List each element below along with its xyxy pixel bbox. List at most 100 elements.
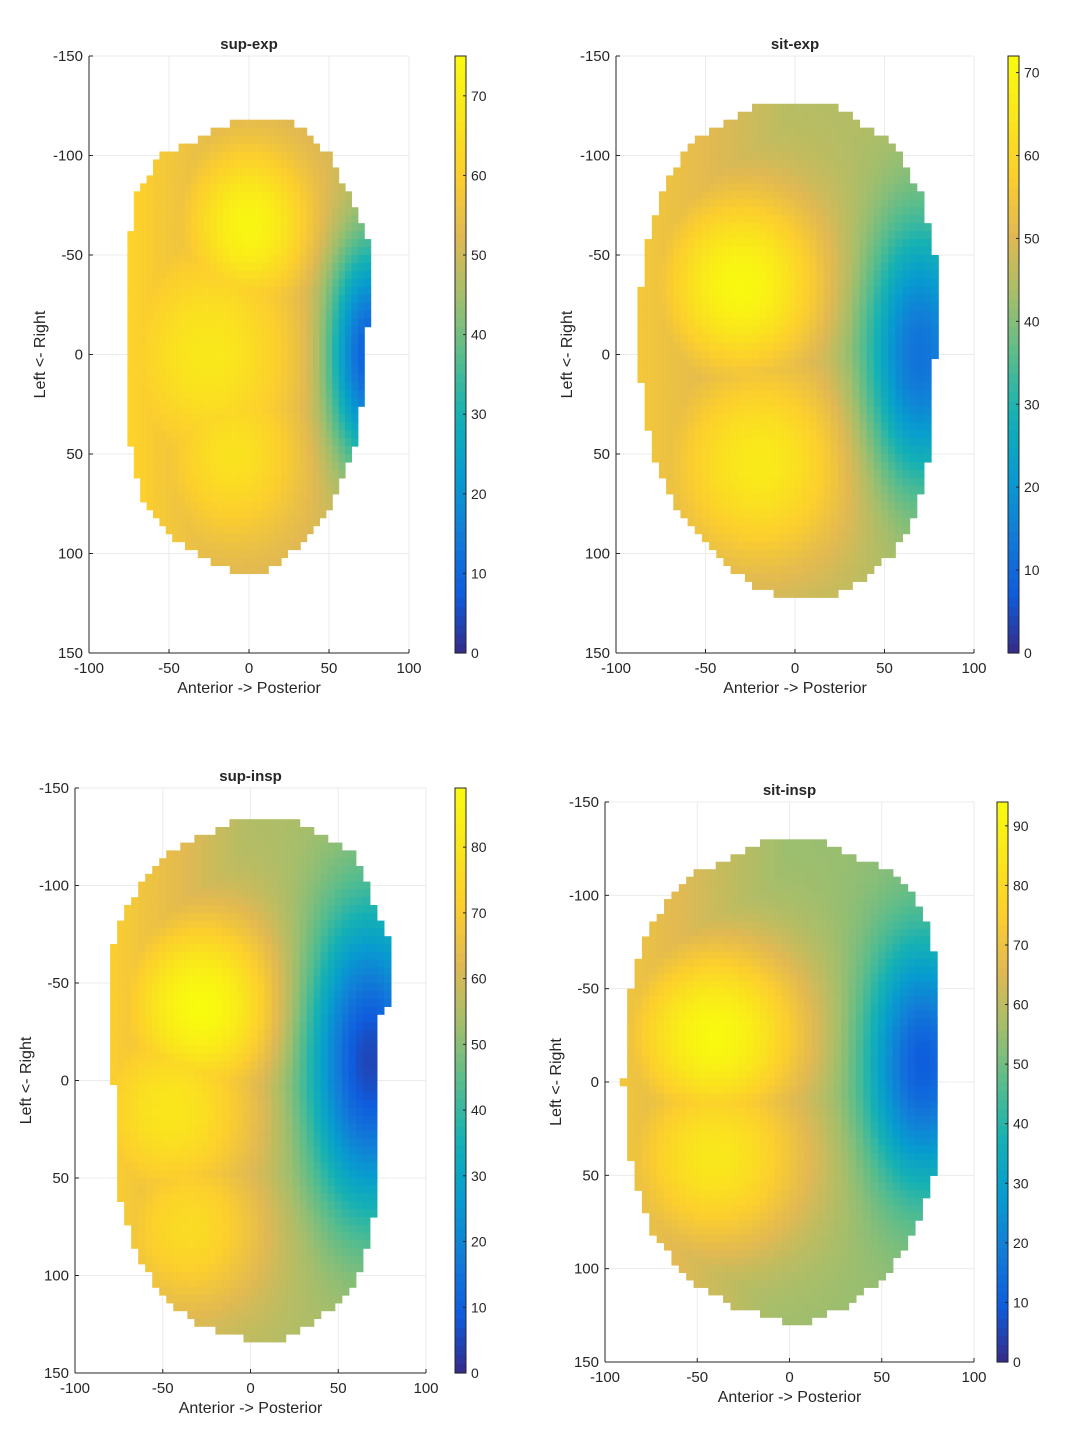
colorbar-segment — [455, 429, 466, 440]
heatmap-cell — [730, 231, 739, 240]
heatmap-cell — [859, 310, 868, 320]
heatmap-cell — [687, 374, 696, 383]
heatmap-cell — [140, 374, 148, 383]
heatmap-cell — [243, 920, 252, 929]
heatmap-cell — [334, 912, 343, 922]
heatmap-cell — [852, 557, 861, 567]
heatmap-cell — [357, 366, 365, 375]
heatmap-cell — [287, 175, 295, 184]
heatmap-cell — [845, 247, 853, 256]
colorbar-segment — [1008, 121, 1019, 132]
heatmap-cell — [759, 159, 767, 169]
heatmap-cell — [145, 881, 153, 890]
heatmap-cell — [236, 127, 244, 137]
heatmap-cell — [165, 239, 173, 248]
heatmap-cell — [178, 294, 186, 304]
heatmap-cell — [250, 990, 259, 1000]
heatmap-cell — [680, 191, 689, 200]
heatmap-cell — [236, 446, 244, 455]
heatmap-cell — [268, 517, 276, 527]
heatmap-cell — [752, 549, 760, 559]
heatmap-cell — [737, 446, 746, 455]
heatmap-cell — [802, 374, 810, 383]
heatmap-cell — [152, 928, 160, 937]
heatmap-cell — [759, 278, 767, 288]
heatmap-cell — [313, 159, 320, 169]
heatmap-cell — [306, 199, 314, 208]
heatmap-cell — [229, 247, 237, 256]
heatmap-cell — [210, 302, 218, 312]
heatmap-cell — [866, 509, 875, 519]
heatmap-cell — [338, 374, 346, 383]
heatmap-cell — [680, 151, 689, 161]
heatmap-cell — [795, 501, 803, 511]
heatmap-cell — [780, 454, 789, 463]
heatmap-cell — [823, 446, 832, 455]
heatmap-cell — [744, 549, 753, 559]
heatmap-cell — [716, 239, 724, 248]
heatmap-cell — [319, 302, 327, 312]
heatmap-cell — [249, 270, 256, 280]
heatmap-cell — [830, 255, 839, 264]
heatmap-cell — [159, 905, 167, 914]
heatmap-cell — [249, 533, 256, 543]
heatmap-cell — [255, 302, 263, 312]
heatmap-cell — [723, 509, 732, 519]
heatmap-cell — [759, 247, 767, 256]
heatmap-cell — [737, 517, 746, 527]
heatmap-cell — [327, 998, 336, 1007]
heatmap-cell — [816, 581, 825, 590]
heatmap-cell — [300, 215, 308, 224]
heatmap-cell — [687, 286, 696, 296]
heatmap-cell — [644, 334, 653, 344]
heatmap-cell — [709, 278, 717, 288]
heatmap-cell — [274, 446, 282, 455]
heatmap-cell — [299, 998, 308, 1007]
heatmap-cell — [737, 231, 746, 240]
heatmap-cell — [852, 398, 861, 407]
heatmap-cell — [300, 159, 308, 169]
heatmap-cell — [127, 326, 135, 336]
heatmap-cell — [787, 342, 796, 352]
heatmap-cell — [880, 493, 889, 503]
heatmap-cell — [658, 223, 667, 232]
heatmap-cell — [709, 454, 717, 463]
heatmap-cell — [300, 167, 308, 176]
heatmap-cell — [222, 897, 231, 906]
heatmap-cell — [178, 159, 186, 169]
heatmap-cell — [131, 959, 139, 968]
heatmap-cell — [271, 975, 280, 984]
heatmap-cell — [909, 382, 918, 391]
heatmap-cell — [687, 366, 696, 375]
x-tick-label: 0 — [791, 660, 799, 677]
heatmap-cell — [716, 159, 724, 169]
heatmap-cell — [268, 262, 276, 272]
heatmap-cell — [880, 231, 889, 240]
heatmap-cell — [845, 127, 853, 137]
heatmap-cell — [243, 967, 252, 976]
heatmap-cell — [278, 998, 287, 1007]
heatmap-cell — [159, 438, 167, 447]
heatmap-cell — [888, 326, 896, 336]
heatmap-cell — [687, 406, 696, 415]
heatmap-cell — [809, 390, 818, 399]
heatmap-cell — [293, 159, 301, 169]
heatmap-cell — [197, 477, 205, 487]
heatmap-cell — [787, 334, 796, 344]
heatmap-cell — [217, 318, 224, 328]
heatmap-cell — [268, 143, 276, 153]
y-tick-label: -100 — [580, 148, 610, 165]
y-tick-label: -150 — [580, 48, 610, 65]
heatmap-cell — [327, 912, 336, 922]
heatmap-cell — [859, 215, 868, 224]
heatmap-cell — [223, 127, 231, 137]
heatmap-cell — [140, 223, 148, 232]
heatmap-cell — [217, 533, 224, 543]
heatmap-cell — [236, 541, 244, 551]
heatmap-cell — [133, 215, 141, 224]
heatmap-cell — [787, 390, 796, 399]
heatmap-cell — [909, 493, 918, 503]
colorbar-segment — [455, 214, 466, 225]
heatmap-cell — [780, 509, 789, 519]
heatmap-cell — [180, 967, 188, 976]
